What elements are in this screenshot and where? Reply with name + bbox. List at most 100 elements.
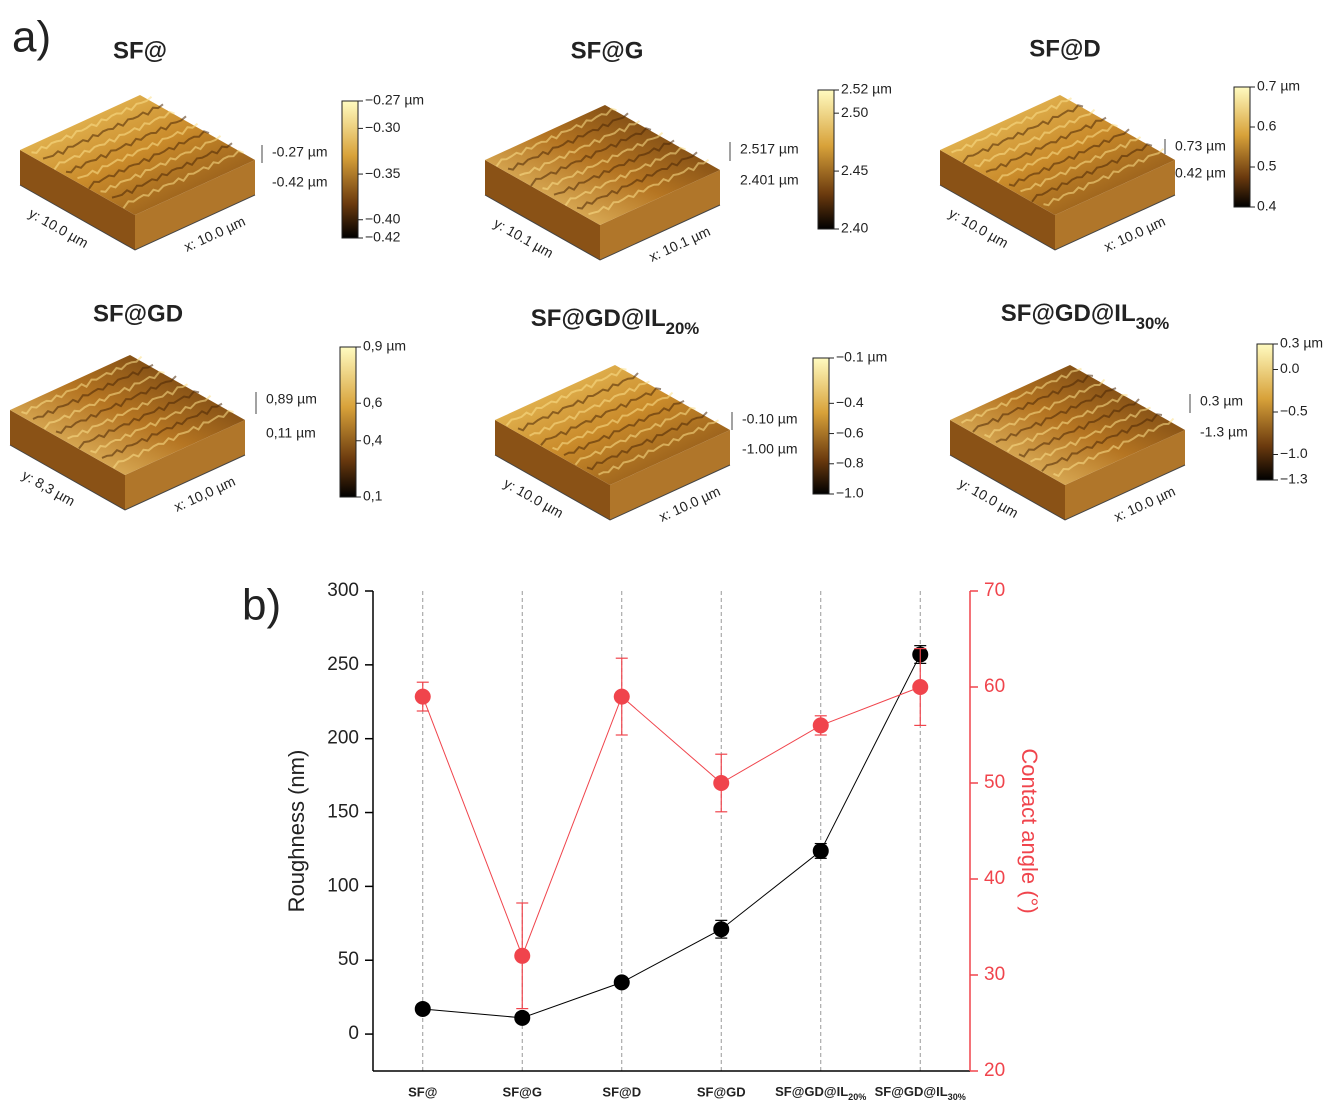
point (912, 679, 929, 695)
colorbar (812, 357, 830, 495)
point (713, 921, 730, 938)
colorbar-tick-label: 0.7 µm (1257, 78, 1300, 94)
surface-texture (542, 131, 664, 191)
surface-texture (21, 355, 143, 415)
x-tick-label: SF@GD (697, 1084, 746, 1099)
z-min-label: 0,11 µm (266, 425, 316, 441)
base-axis (494, 454, 731, 521)
surface-side (940, 150, 1055, 250)
surface-texture (53, 110, 175, 170)
surface-side (610, 430, 730, 520)
colorbar-tick-label: −1.0 (1280, 445, 1308, 461)
x-tick-label: SF@GD@IL30% (875, 1084, 966, 1101)
colorbar-tick-label: −0.5 (1280, 403, 1308, 419)
surface-texture (530, 127, 652, 187)
point (613, 688, 630, 705)
x-tick-label: SF@G (503, 1084, 542, 1099)
surface-texture (540, 387, 662, 446)
surface-side (1065, 430, 1185, 520)
y-tick-label: 0 (348, 1023, 359, 1044)
surface-texture (586, 411, 708, 471)
surface-texture (588, 158, 710, 216)
surface-texture (1030, 406, 1151, 463)
surface-texture (88, 130, 210, 190)
surface-texture (552, 391, 674, 451)
y2-tick-label: 70 (984, 580, 1005, 601)
surface-texture (90, 394, 212, 454)
colorbar-tick-label: −1.0 (836, 485, 864, 501)
surface-texture (65, 115, 187, 174)
surface-texture (563, 400, 685, 456)
surface-texture (1041, 413, 1163, 472)
surface-texture (517, 372, 639, 432)
surface-top (20, 95, 255, 215)
surface-side (135, 160, 255, 250)
colorbar-tick-label: −1.3 (1280, 471, 1308, 487)
z-max-label: -0.10 µm (742, 411, 798, 427)
z-min-label: -0.42 µm (272, 174, 328, 190)
y-tick-label: 300 (327, 580, 359, 601)
surface-top (950, 365, 1185, 485)
surface-texture (529, 380, 650, 437)
y2-tick-label: 50 (984, 772, 1005, 793)
surface-texture (984, 378, 1106, 439)
surface-texture (32, 363, 154, 420)
base-axis (9, 444, 246, 511)
colorbar-tick-label: 0,6 (363, 394, 383, 410)
base-axis (939, 184, 1176, 251)
surface-side (600, 170, 720, 260)
surface-texture (101, 402, 223, 459)
base-axis (484, 194, 721, 261)
y2-tick-label: 40 (984, 868, 1005, 889)
point (514, 1009, 531, 1026)
surface-texture (43, 370, 165, 430)
surface-side (20, 150, 135, 250)
colorbar-tick-label: −0.40 (365, 210, 401, 226)
surface-texture (77, 122, 199, 180)
z-min-label: 0.42 µm (1175, 165, 1226, 181)
y2-tick-label: 30 (984, 964, 1005, 985)
surface-texture (1031, 143, 1153, 203)
colorbar-tick-label: 0.5 (1257, 158, 1277, 174)
surface-texture (505, 367, 627, 427)
surface-top (485, 105, 720, 225)
surface-texture (519, 120, 641, 177)
surface-texture (951, 97, 1073, 154)
x-tick-label: SF@D (602, 1084, 641, 1099)
surface-texture (564, 146, 686, 207)
surface-side (1055, 160, 1175, 250)
afm-surface (495, 365, 730, 520)
surface-texture (1018, 398, 1140, 458)
panel-label: b) (242, 581, 281, 630)
surface-side (495, 420, 610, 520)
colorbar (339, 346, 357, 498)
point (812, 842, 829, 859)
series-line (422, 654, 921, 1019)
image-title: SF@GD@IL30% (1001, 300, 1169, 333)
surface-texture (42, 103, 164, 160)
y-tick-label: 50 (338, 949, 359, 970)
surface-texture (1043, 147, 1165, 207)
y-tick-label: 250 (327, 654, 359, 675)
surface-texture (100, 135, 222, 193)
colorbar-tick-label: 2.45 (841, 162, 868, 178)
surface-texture (962, 104, 1084, 164)
image-title: SF@GD (93, 300, 183, 327)
surface-texture (1006, 393, 1128, 453)
surface-texture (995, 387, 1117, 444)
surface-texture (112, 409, 234, 469)
colorbar-tick-label: 2.52 µm (841, 81, 892, 97)
z-min-label: -1.00 µm (742, 441, 798, 457)
z-max-label: 0.3 µm (1200, 393, 1243, 409)
colorbar (1233, 86, 1251, 208)
surface-texture (1020, 136, 1142, 193)
z-max-label: -0.27 µm (272, 144, 328, 160)
z-max-label: 0,89 µm (266, 391, 317, 407)
surface-texture (974, 108, 1096, 168)
colorbar-tick-label: 0,1 (363, 488, 383, 504)
y-axis-title: Roughness (nm) (284, 750, 309, 913)
y-tick-label: 150 (327, 802, 359, 823)
afm-surface (950, 365, 1185, 520)
afm-surface (20, 95, 255, 250)
colorbar-tick-label: 0.0 (1280, 360, 1300, 376)
